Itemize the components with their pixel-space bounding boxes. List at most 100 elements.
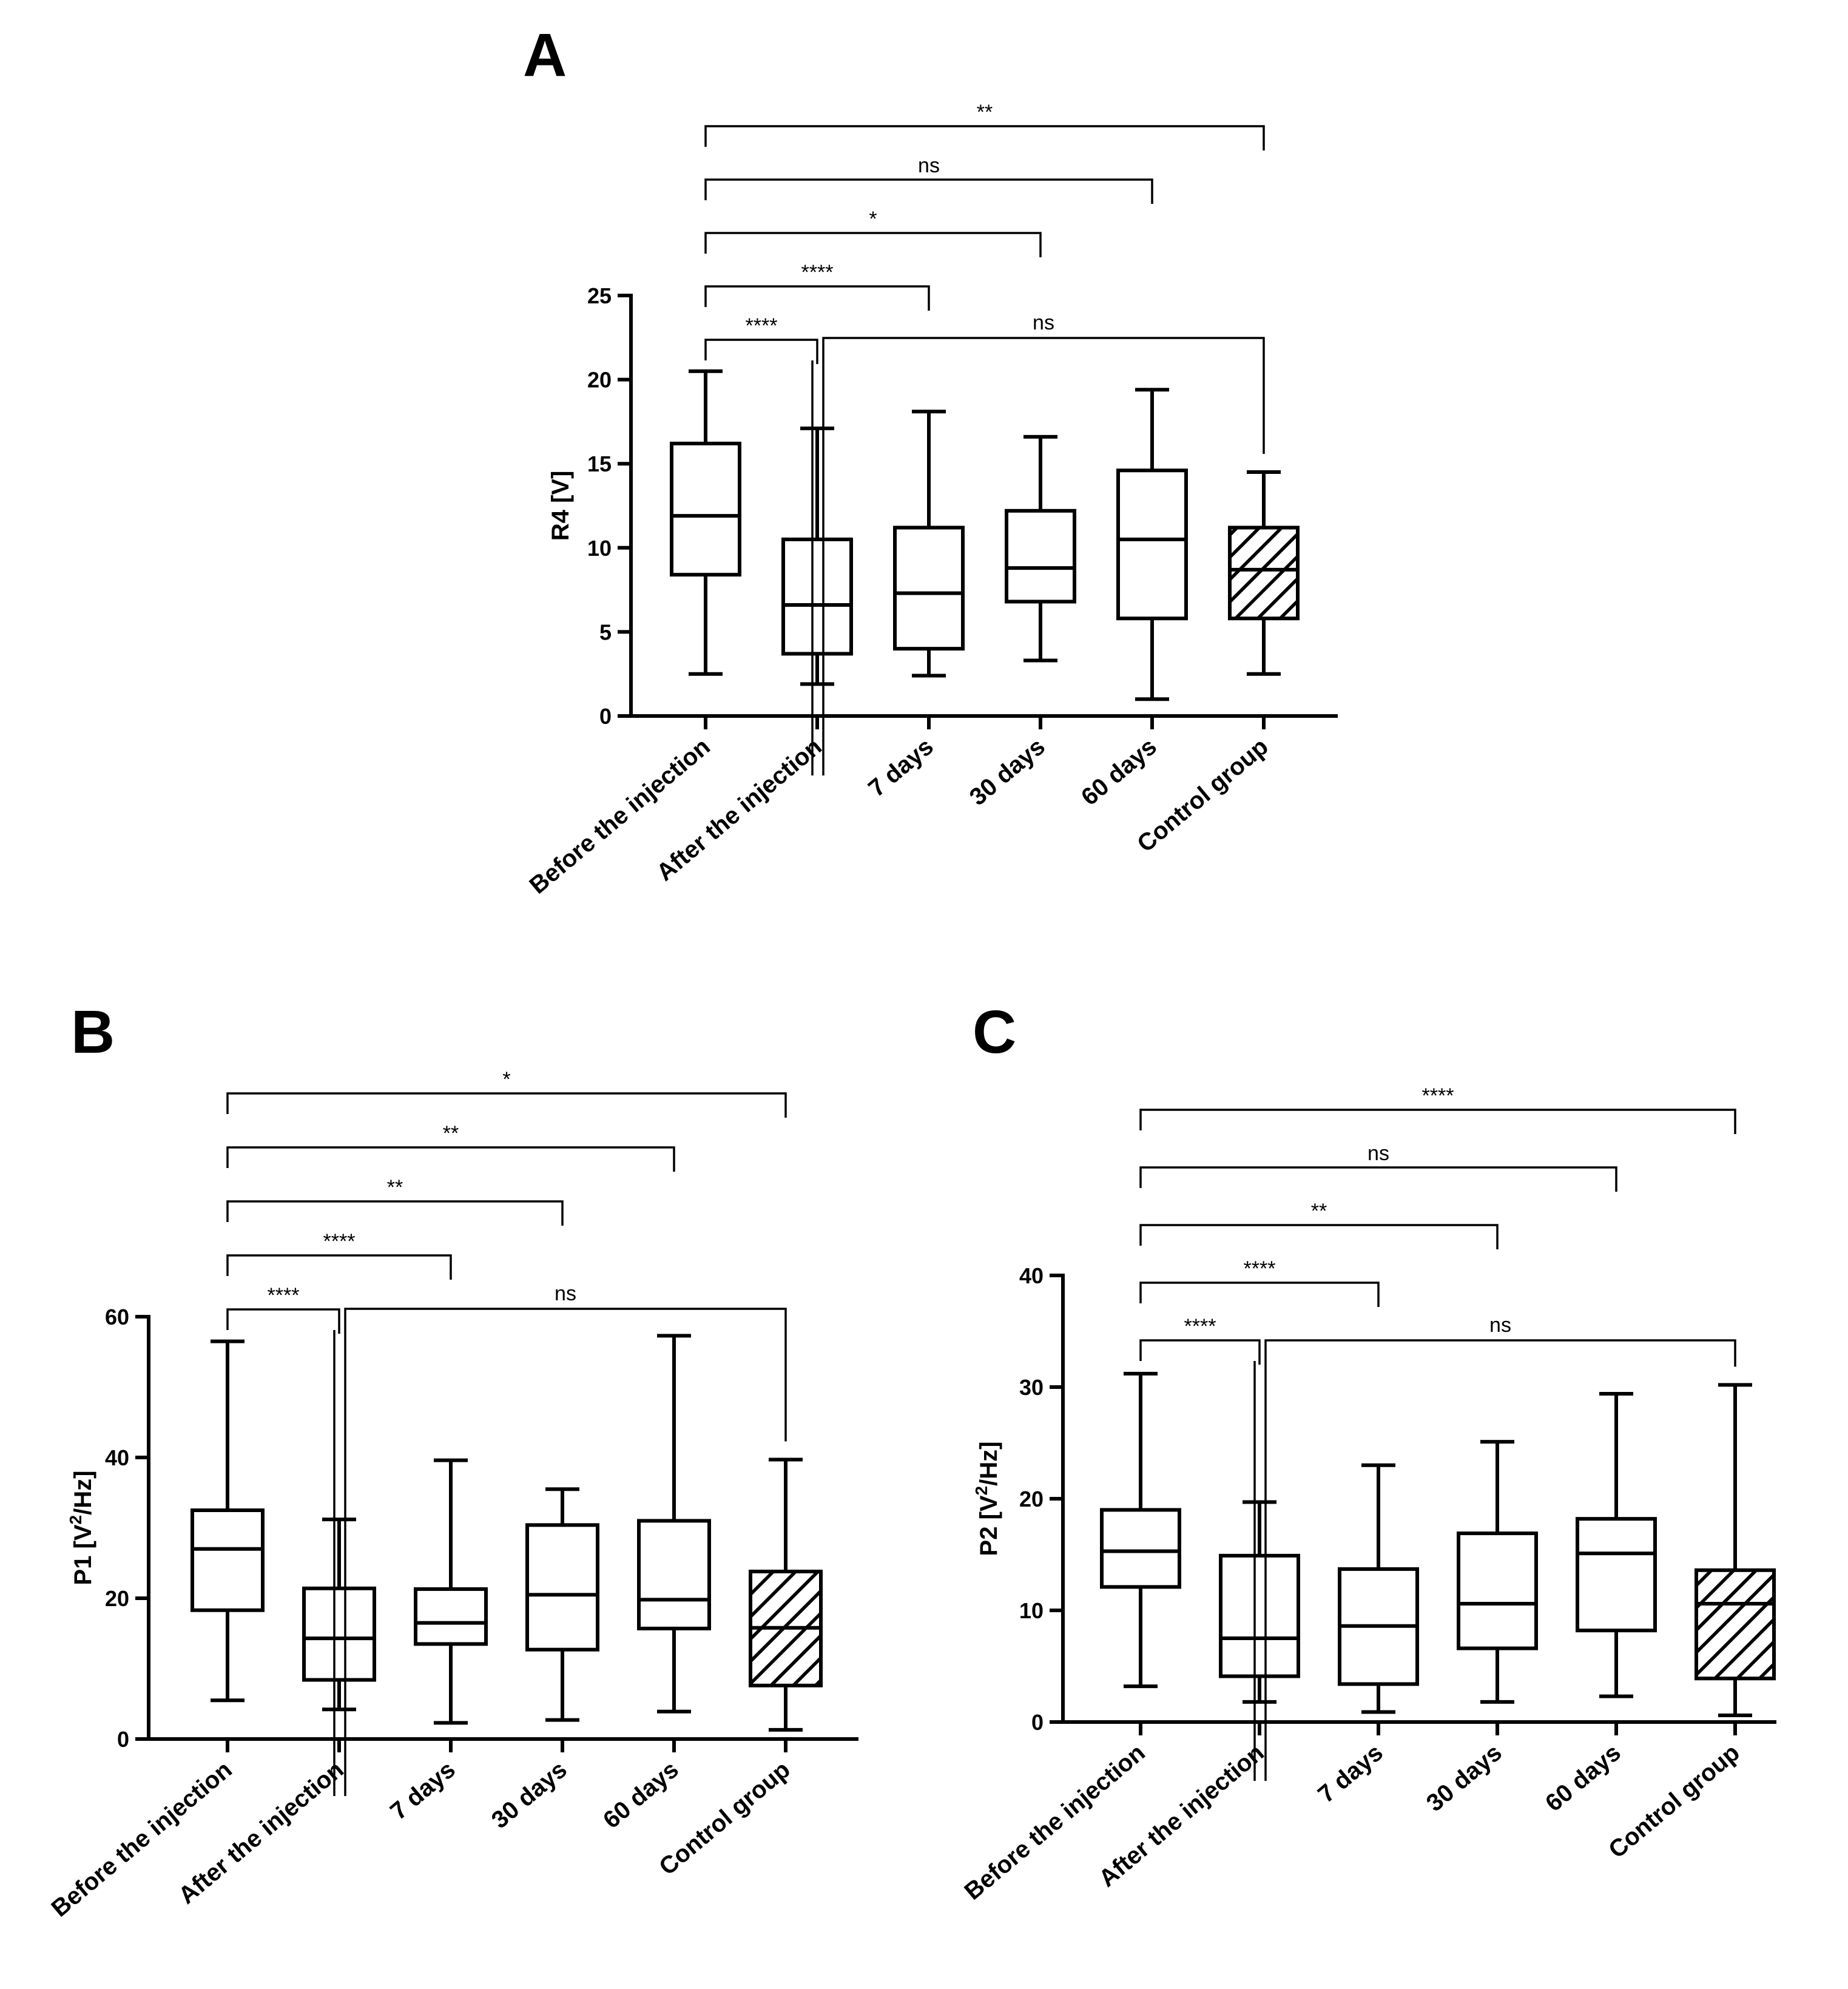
bracket-line — [1139, 1339, 1261, 1365]
y-axis-title-superscript: 2 — [66, 1515, 85, 1525]
box-plot-1 — [191, 1339, 265, 1703]
significance-bracket: ns — [704, 154, 1153, 204]
iqr-box — [1695, 1568, 1776, 1681]
significance-label: ns — [1367, 1142, 1389, 1165]
significance-label: ns — [1489, 1314, 1511, 1337]
category-label: 60 days — [1076, 733, 1162, 811]
category-label: Control group — [1604, 1739, 1745, 1863]
iqr-box — [670, 441, 741, 577]
box-plot-2 — [302, 1518, 376, 1712]
bracket-line — [1139, 1109, 1736, 1134]
y-tick-label: 10 — [1019, 1598, 1044, 1623]
significance-bracket-cross: ns — [333, 1282, 787, 1796]
significance-label: ns — [555, 1282, 576, 1305]
iqr-box — [525, 1523, 599, 1652]
bracket-line — [344, 1308, 787, 1796]
y-tick-label: 5 — [599, 620, 612, 644]
box-plot-4 — [1005, 434, 1076, 663]
box-plot-6 — [749, 1457, 823, 1732]
significance-bracket: ** — [704, 101, 1265, 150]
y-tick-label: 40 — [105, 1445, 129, 1470]
significance-bracket: ns — [1139, 1142, 1617, 1192]
panel-letter: A — [523, 21, 567, 89]
significance-bracket-cross: ns — [811, 311, 1265, 775]
box-plot-6 — [1695, 1383, 1776, 1717]
bracket-line — [704, 178, 1153, 204]
y-axis-title-superscript: 2 — [972, 1486, 991, 1496]
bracket-line — [226, 1308, 340, 1334]
iqr-box — [414, 1587, 488, 1646]
significance-bracket: * — [704, 208, 1042, 257]
category-label: 7 days — [863, 733, 939, 802]
bracket-line — [704, 339, 818, 364]
bracket-line — [1264, 1339, 1736, 1781]
box-plot-4 — [525, 1487, 599, 1722]
box-plot-3 — [414, 1458, 488, 1725]
bracket-line — [226, 1146, 675, 1172]
category-label: 60 days — [598, 1756, 684, 1834]
significance-label: **** — [746, 314, 778, 337]
significance-bracket: **** — [1139, 1257, 1380, 1307]
bracket-line — [822, 337, 1265, 775]
y-tick-label: 10 — [587, 536, 612, 561]
box-plot-4 — [1457, 1440, 1538, 1704]
bracket-line — [1139, 1282, 1380, 1307]
bracket-line — [704, 285, 930, 311]
iqr-box — [1116, 468, 1188, 621]
category-label: 30 days — [1421, 1739, 1507, 1817]
category-label: 60 days — [1540, 1739, 1626, 1817]
y-tick-label: 60 — [105, 1305, 129, 1329]
bracket-line — [1139, 1166, 1617, 1192]
significance-label: ** — [1311, 1200, 1327, 1223]
bracket-line — [226, 1092, 787, 1118]
significance-bracket: **** — [704, 314, 818, 364]
y-tick-label: 40 — [1019, 1263, 1044, 1288]
significance-label: **** — [801, 261, 834, 284]
box-plot-3 — [893, 410, 965, 678]
category-label: Before the injection — [46, 1756, 237, 1922]
significance-bracket: ** — [226, 1122, 675, 1172]
box-plot-5 — [637, 1334, 711, 1714]
significance-bracket: **** — [1139, 1084, 1736, 1134]
bracket-line — [226, 1254, 452, 1280]
significance-label: * — [502, 1068, 510, 1091]
iqr-box — [1228, 525, 1300, 621]
iqr-box — [1100, 1508, 1181, 1589]
iqr-box — [191, 1508, 265, 1612]
box-plot-2 — [1219, 1500, 1300, 1704]
box-plot-1 — [670, 369, 741, 676]
panel-letter: C — [973, 998, 1016, 1066]
y-axis-title-main: P2 [V — [976, 1495, 1002, 1556]
box-plot-3 — [1338, 1463, 1419, 1714]
significance-label: **** — [323, 1230, 356, 1253]
box-plot-5 — [1116, 388, 1188, 701]
significance-label: **** — [1244, 1257, 1276, 1280]
significance-bracket-cross: ns — [1253, 1314, 1736, 1781]
y-axis-title-tail: /Hz] — [976, 1442, 1002, 1486]
category-label: 7 days — [385, 1756, 460, 1825]
iqr-box — [893, 525, 965, 651]
y-tick-label: 0 — [1031, 1710, 1044, 1735]
significance-bracket: **** — [226, 1284, 340, 1334]
iqr-box — [1005, 508, 1076, 604]
bracket-line — [1139, 1224, 1499, 1249]
iqr-box — [1576, 1517, 1657, 1633]
significance-label: ns — [918, 154, 940, 177]
y-tick-label: 0 — [599, 704, 612, 729]
panel-letter: B — [71, 998, 115, 1066]
iqr-box — [781, 537, 853, 656]
y-tick-label: 20 — [105, 1586, 129, 1611]
significance-bracket: * — [226, 1068, 787, 1118]
bracket-line — [226, 1200, 564, 1226]
y-axis-title: P2 [V2/Hz] — [972, 1442, 1002, 1556]
iqr-box — [637, 1519, 711, 1630]
significance-bracket: **** — [226, 1230, 452, 1280]
y-axis-title: R4 [V] — [547, 471, 574, 541]
y-tick-label: 30 — [1019, 1375, 1044, 1400]
y-tick-label: 20 — [1019, 1487, 1044, 1511]
significance-bracket: **** — [1139, 1315, 1261, 1365]
